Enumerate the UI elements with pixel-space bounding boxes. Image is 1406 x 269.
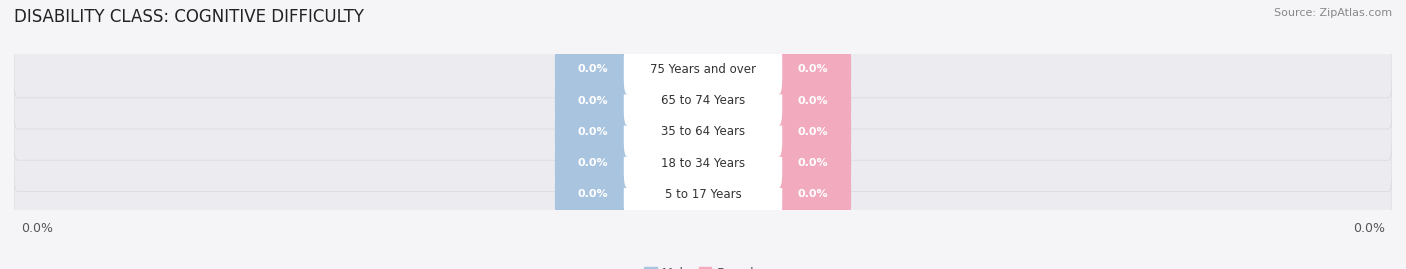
FancyBboxPatch shape — [555, 138, 631, 188]
FancyBboxPatch shape — [775, 44, 851, 94]
FancyBboxPatch shape — [775, 76, 851, 126]
Text: 5 to 17 Years: 5 to 17 Years — [665, 188, 741, 201]
Legend: Male, Female: Male, Female — [640, 262, 766, 269]
FancyBboxPatch shape — [555, 44, 631, 94]
FancyBboxPatch shape — [775, 169, 851, 219]
Text: 0.0%: 0.0% — [578, 127, 607, 137]
Text: 0.0%: 0.0% — [799, 189, 828, 199]
Text: 0.0%: 0.0% — [578, 64, 607, 75]
FancyBboxPatch shape — [624, 107, 782, 157]
FancyBboxPatch shape — [14, 72, 1392, 129]
Text: 0.0%: 0.0% — [578, 189, 607, 199]
FancyBboxPatch shape — [14, 134, 1392, 192]
Text: 0.0%: 0.0% — [578, 158, 607, 168]
FancyBboxPatch shape — [555, 107, 631, 157]
Text: 65 to 74 Years: 65 to 74 Years — [661, 94, 745, 107]
FancyBboxPatch shape — [14, 166, 1392, 223]
FancyBboxPatch shape — [624, 138, 782, 188]
FancyBboxPatch shape — [555, 76, 631, 126]
Text: 35 to 64 Years: 35 to 64 Years — [661, 125, 745, 138]
FancyBboxPatch shape — [775, 138, 851, 188]
FancyBboxPatch shape — [624, 76, 782, 126]
FancyBboxPatch shape — [624, 44, 782, 94]
FancyBboxPatch shape — [624, 169, 782, 219]
Text: DISABILITY CLASS: COGNITIVE DIFFICULTY: DISABILITY CLASS: COGNITIVE DIFFICULTY — [14, 8, 364, 26]
Text: 18 to 34 Years: 18 to 34 Years — [661, 157, 745, 169]
Text: 75 Years and over: 75 Years and over — [650, 63, 756, 76]
Text: 0.0%: 0.0% — [799, 64, 828, 75]
Text: 0.0%: 0.0% — [799, 158, 828, 168]
FancyBboxPatch shape — [555, 169, 631, 219]
FancyBboxPatch shape — [14, 103, 1392, 160]
FancyBboxPatch shape — [14, 41, 1392, 98]
Text: 0.0%: 0.0% — [799, 127, 828, 137]
Text: 0.0%: 0.0% — [21, 222, 53, 235]
Text: Source: ZipAtlas.com: Source: ZipAtlas.com — [1274, 8, 1392, 18]
FancyBboxPatch shape — [775, 107, 851, 157]
Text: 0.0%: 0.0% — [578, 95, 607, 106]
Text: 0.0%: 0.0% — [799, 95, 828, 106]
Text: 0.0%: 0.0% — [1353, 222, 1385, 235]
